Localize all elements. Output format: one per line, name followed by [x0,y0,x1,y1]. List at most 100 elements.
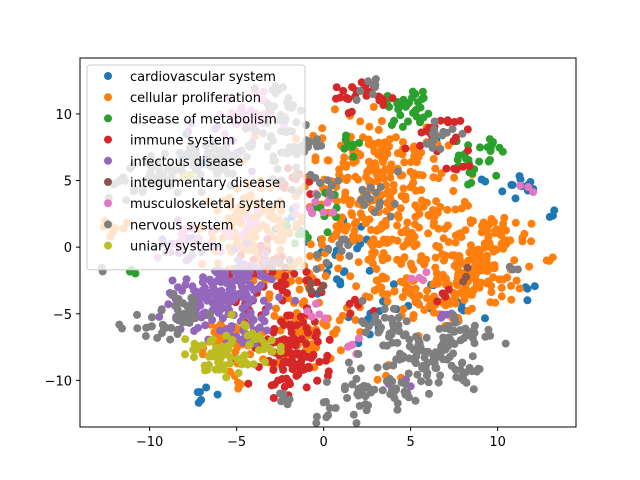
legend-box [86,64,306,271]
data-point [442,277,451,286]
data-point [408,87,417,96]
data-point [272,304,281,313]
data-point [373,375,382,384]
series-disease-of-metabolism [125,87,507,278]
data-point [342,162,350,171]
data-point [444,118,453,127]
data-point [396,258,405,266]
data-point [456,116,465,125]
data-point [396,111,405,120]
data-point [267,275,276,284]
data-point [449,187,458,195]
data-point [371,162,380,171]
data-point [507,281,515,290]
data-point [249,360,258,369]
data-point [492,171,501,180]
legend-label: uniary system [130,240,222,255]
data-point [430,218,438,227]
data-point [502,226,510,235]
data-point [358,213,367,222]
data-point [464,146,472,155]
data-point [407,274,416,283]
data-point [495,143,504,152]
data-point [365,266,374,275]
axes-frame [79,57,577,428]
data-point [452,262,461,271]
data-point [178,310,187,319]
data-point [428,143,437,152]
data-point [355,139,364,147]
data-point [329,208,338,217]
data-point [396,204,405,213]
data-point [325,335,334,344]
data-point [378,386,387,395]
data-point [516,181,524,190]
data-point [295,285,304,294]
data-point [385,332,393,341]
x-tick-label: −5 [227,435,246,450]
data-point [431,253,440,262]
data-point [164,300,173,309]
data-point [216,326,224,335]
data-point [379,101,388,109]
data-point [346,366,355,375]
data-point [217,302,226,311]
data-point [368,90,377,99]
data-point [457,305,466,313]
data-point [464,201,472,210]
data-point [422,333,431,342]
data-point [388,187,397,196]
data-point [341,188,350,197]
data-point [400,158,409,167]
data-point [348,380,357,389]
data-point [407,158,415,167]
data-point [462,154,470,163]
data-point [484,325,493,334]
data-point [224,344,233,353]
legend-label: nervous system [130,218,233,233]
data-point [436,371,445,380]
data-point [306,240,315,249]
data-point [279,389,288,398]
data-point [352,218,361,226]
data-point [382,274,390,283]
data-point [354,350,363,358]
data-point [305,177,314,186]
data-point [412,202,421,211]
data-point [417,377,426,386]
data-point [484,232,493,241]
data-point [344,358,353,367]
data-point [210,286,219,295]
data-point [374,138,383,147]
data-point [389,361,398,370]
data-point [445,333,454,342]
data-point [441,251,450,260]
data-point [401,330,410,339]
data-point [422,198,431,207]
data-point [181,350,189,359]
data-point [269,366,278,374]
data-point [248,329,257,338]
data-point [192,345,201,354]
data-point [393,399,402,408]
data-point [415,300,424,309]
y-tick-label: −5 [53,308,72,323]
data-point [486,147,495,155]
data-point [507,180,516,189]
data-point [334,264,343,273]
legend-marker [104,241,112,250]
data-point [434,378,443,387]
data-point [312,419,321,428]
data-point [418,95,426,103]
data-point [419,276,427,285]
data-point [405,354,414,363]
data-point [548,253,557,262]
data-point [451,205,460,214]
data-point [349,152,358,161]
data-point [219,294,228,303]
data-point [365,157,373,166]
data-point [227,310,236,319]
data-point [366,385,375,394]
data-point [470,339,479,348]
data-point [302,339,311,348]
